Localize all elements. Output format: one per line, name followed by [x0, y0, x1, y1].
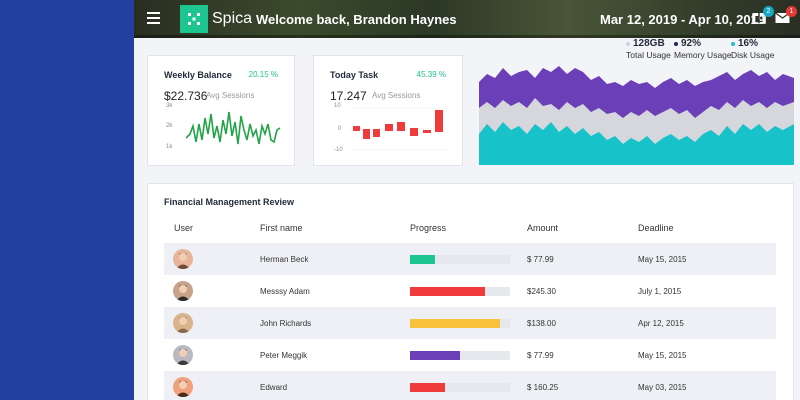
- financial-review-panel: Financial Management Review User First n…: [147, 183, 794, 400]
- stat-value: 92%: [681, 38, 702, 49]
- first-name-cell: Edward: [260, 383, 288, 392]
- stat-label: Memory Usage: [674, 50, 732, 60]
- y-tick: 10: [334, 103, 341, 109]
- progress-bar: [410, 287, 510, 296]
- card-title: Weekly Balance: [164, 70, 232, 80]
- amount-cell: $ 77.99: [527, 255, 554, 264]
- y-tick: 3k: [166, 103, 173, 109]
- progress-bar: [410, 351, 510, 360]
- total-usage-dot: [626, 41, 630, 46]
- mail-icon[interactable]: 1: [775, 6, 797, 26]
- table-row[interactable]: John Richards $138.00 Apr 12, 2015: [164, 307, 776, 339]
- notification-badge: 2: [763, 6, 774, 17]
- sidebar: [0, 0, 134, 400]
- card-percentage: 20.15 %: [248, 70, 278, 79]
- table-row[interactable]: Herman Beck $ 77.99 May 15, 2015: [164, 243, 776, 275]
- deadline-cell: May 03, 2015: [638, 383, 687, 392]
- card-subtitle: Avg Sessions: [206, 91, 255, 100]
- progress-fill: [410, 383, 445, 392]
- progress-bar: [410, 319, 510, 328]
- table-row[interactable]: Edward $ 160.25 May 03, 2015: [164, 371, 776, 400]
- stat-total-usage: 128GB Total Usage: [626, 38, 671, 60]
- today-task-bar-chart: [350, 107, 450, 151]
- message-badge: 1: [786, 6, 797, 17]
- stat-label: Disk Usage: [731, 50, 775, 60]
- column-header[interactable]: First name: [260, 223, 303, 233]
- stat-memory-usage: 92% Memory Usage: [674, 38, 732, 60]
- y-tick: 2k: [166, 123, 173, 129]
- logo-icon[interactable]: [180, 5, 208, 33]
- stat-value: 128GB: [633, 38, 665, 49]
- amount-cell: $138.00: [527, 319, 556, 328]
- avatar[interactable]: [173, 249, 193, 269]
- amount-cell: $245.30: [527, 287, 556, 296]
- card-value: $22.736: [164, 89, 208, 103]
- progress-fill: [410, 351, 460, 360]
- top-header: Spica Welcome back, Brandon Haynes Mar 1…: [134, 0, 800, 38]
- first-name-cell: Herman Beck: [260, 255, 309, 264]
- progress-fill: [410, 287, 485, 296]
- y-tick: 1k: [166, 144, 173, 150]
- amount-cell: $ 160.25: [527, 383, 559, 392]
- disk-usage-dot: [731, 41, 735, 46]
- column-header[interactable]: Amount: [527, 223, 559, 233]
- deadline-cell: July 1, 2015: [638, 287, 682, 296]
- avatar[interactable]: [173, 377, 193, 397]
- amount-cell: $ 77.99: [527, 351, 554, 360]
- menu-icon[interactable]: [147, 12, 160, 24]
- card-percentage: 45.39 %: [416, 70, 446, 79]
- weekly-balance-card: Weekly Balance 20.15 % $22.736 Avg Sessi…: [147, 55, 295, 166]
- table-header: User First name Progress Amount Deadline: [164, 219, 776, 243]
- today-task-card: Today Task 45.39 % 17.247 Avg Sessions 1…: [313, 55, 463, 166]
- progress-fill: [410, 255, 435, 264]
- progress-fill: [410, 319, 500, 328]
- stat-disk-usage: 16% Disk Usage: [731, 38, 774, 60]
- avatar[interactable]: [173, 313, 193, 333]
- first-name-cell: Messsy Adam: [260, 287, 310, 296]
- first-name-cell: John Richards: [260, 319, 312, 328]
- y-tick: -10: [334, 147, 343, 153]
- column-header[interactable]: User: [174, 223, 194, 233]
- stat-label: Total Usage: [626, 50, 671, 60]
- table-row[interactable]: Messsy Adam $245.30 July 1, 2015: [164, 275, 776, 307]
- y-tick: 0: [338, 126, 342, 132]
- date-range[interactable]: Mar 12, 2019 - Apr 10, 2019: [600, 12, 766, 27]
- avatar[interactable]: [173, 281, 193, 301]
- column-header[interactable]: Progress: [410, 223, 447, 233]
- gift-icon[interactable]: 2: [752, 6, 774, 26]
- panel-title: Financial Management Review: [164, 197, 295, 207]
- progress-bar: [410, 383, 510, 392]
- usage-area-chart: [479, 66, 794, 165]
- deadline-cell: Apr 12, 2015: [638, 319, 684, 328]
- card-value: 17.247: [330, 89, 367, 103]
- deadline-cell: May 15, 2015: [638, 255, 687, 264]
- memory-usage-dot: [674, 41, 678, 46]
- deadline-cell: May 15, 2015: [638, 351, 687, 360]
- column-header[interactable]: Deadline: [638, 223, 674, 233]
- table-row[interactable]: Peter Meggik $ 77.99 May 15, 2015: [164, 339, 776, 371]
- stat-value: 16%: [738, 38, 759, 49]
- welcome-message: Welcome back, Brandon Haynes: [256, 12, 457, 27]
- card-title: Today Task: [330, 70, 379, 80]
- weekly-balance-sparkline: [186, 111, 281, 145]
- first-name-cell: Peter Meggik: [260, 351, 308, 360]
- avatar[interactable]: [173, 345, 193, 365]
- card-subtitle: Avg Sessions: [372, 91, 421, 100]
- progress-bar: [410, 255, 510, 264]
- brand-name[interactable]: Spica: [212, 10, 253, 27]
